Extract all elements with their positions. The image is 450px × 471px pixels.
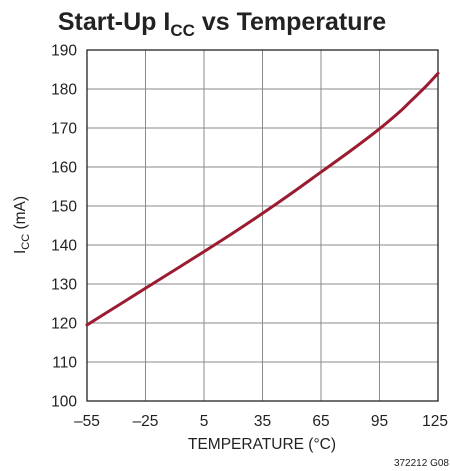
y-tick-label: 170 xyxy=(51,121,77,138)
chart-title-main: Start-Up I xyxy=(58,8,171,36)
y-tick-label: 150 xyxy=(51,199,77,216)
y-axis-label: ICC (mA) xyxy=(12,196,32,254)
y-tick-labels: 100 110 120 130 140 150 160 170 180 190 xyxy=(51,43,77,411)
y-axis-label-subscript: CC xyxy=(20,234,32,250)
chart-title-rest: vs Temperature xyxy=(195,8,386,36)
grid xyxy=(87,50,438,401)
y-tick-label: 110 xyxy=(52,355,77,372)
y-tick-label: 180 xyxy=(51,82,77,99)
chart-title: Start-Up ICC vs Temperature xyxy=(58,8,386,40)
x-tick-label: 95 xyxy=(371,413,388,430)
y-tick-label: 100 xyxy=(51,394,77,411)
x-tick-label: 5 xyxy=(200,413,209,430)
y-tick-label: 190 xyxy=(51,43,77,60)
figure-id: 372212 G08 xyxy=(394,458,449,469)
x-tick-label: –55 xyxy=(74,413,100,430)
y-tick-label: 120 xyxy=(51,316,77,333)
y-axis-label-main: I xyxy=(12,250,29,254)
series-layer xyxy=(85,71,440,327)
x-axis-label: TEMPERATURE (°C) xyxy=(188,436,336,453)
x-tick-labels: –55 –25 5 35 65 95 125 xyxy=(74,413,448,430)
chart-title-subscript: CC xyxy=(170,21,195,40)
series-line xyxy=(85,71,440,327)
y-tick-label: 130 xyxy=(51,277,77,294)
x-tick-label: 65 xyxy=(312,413,329,430)
plot-frame xyxy=(86,49,439,402)
y-tick-label: 160 xyxy=(51,160,77,177)
x-tick-label: 125 xyxy=(422,413,448,430)
y-axis-label-rest: (mA) xyxy=(12,196,29,234)
x-tick-label: 35 xyxy=(254,413,271,430)
y-tick-label: 140 xyxy=(51,238,77,255)
x-tick-label: –25 xyxy=(133,413,159,430)
